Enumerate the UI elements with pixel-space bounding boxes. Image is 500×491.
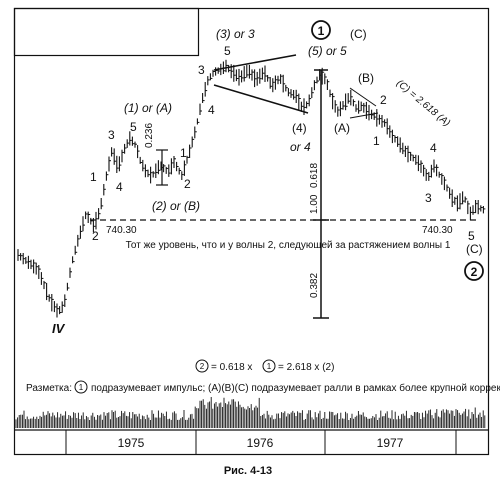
wave-label-c-ratio: (C) = 2.618 (A) <box>394 78 452 129</box>
circle-1-text: 1 <box>318 24 325 38</box>
wave-label-d1: 1 <box>373 134 380 148</box>
wave-label-4: 4 <box>116 180 123 194</box>
markup-circle-1 <box>74 380 88 394</box>
year-label-1975: 1975 <box>118 436 145 450</box>
price-level-left: 740.30 <box>106 225 137 236</box>
circle-2-text: 2 <box>471 265 478 279</box>
wave-label-5: 5 <box>130 120 137 134</box>
wave-label-top3: 3 <box>198 63 205 77</box>
ratio-label-100: 1.00 <box>309 194 320 214</box>
markup-note-prefix: Разметка: <box>26 383 72 394</box>
wave-label-top4: 4 <box>208 103 215 117</box>
wave-label-a1: 1 <box>180 146 187 160</box>
wave-label-4-paren: (4) <box>292 121 307 135</box>
ratio-label-0236: 0.236 <box>144 123 155 148</box>
wedge-upper-line <box>349 87 377 107</box>
wave-label-a2: 2 <box>184 177 191 191</box>
wave-label-2: 2 <box>92 229 99 243</box>
wave-label-d3: 3 <box>425 191 432 205</box>
year-label-1976: 1976 <box>247 436 274 450</box>
wedge-lower-line <box>349 112 379 119</box>
wave-label-a-corr: (A) <box>334 121 350 135</box>
wave-label-top5: 5 <box>224 44 231 58</box>
wave-label-d4: 4 <box>430 141 437 155</box>
circle-2-marker <box>464 261 484 281</box>
empty-box <box>13 7 200 57</box>
wave-label-1: 1 <box>90 170 97 184</box>
wave-label-2-or-b: (2) or (B) <box>152 199 200 213</box>
triangle-lower-line <box>213 84 309 114</box>
formula-mid: = 0.618 x <box>211 362 252 373</box>
formula-rest: = 2.618 x (2) <box>278 362 334 373</box>
wave-label-3-or-3: (3) or 3 <box>216 27 255 41</box>
figure-caption: Рис. 4-13 <box>224 465 272 477</box>
volume-bars <box>15 397 486 428</box>
year-label-1977: 1977 <box>377 436 404 450</box>
wave-label-d5: 5 <box>468 229 475 243</box>
price-level-right: 740.30 <box>422 225 453 236</box>
wave-label-or-4: or 4 <box>290 140 311 154</box>
formula-circle-1 <box>262 359 276 373</box>
ratio-label-0382: 0.382 <box>309 273 320 298</box>
markup-circle-1-text: 1 <box>79 383 84 392</box>
wave-label-5-or-5: (5) or 5 <box>308 44 347 58</box>
wave-label-b-corr: (B) <box>358 71 374 85</box>
wave-label-1-or-a: (1) or (A) <box>124 101 172 115</box>
formula-circle-1-text: 1 <box>267 362 272 371</box>
price-bars <box>17 59 486 318</box>
wave-label-3: 3 <box>108 128 115 142</box>
circle-1-marker <box>311 20 331 40</box>
level-note: Тот же уровень, что и у волны 2, следующ… <box>126 240 451 251</box>
markup-note-text: подразумевает импульс; (A)(B)(C) подразу… <box>91 382 500 394</box>
ratio-label-0618: 0.618 <box>309 163 320 188</box>
wave-label-iv: IV <box>52 321 66 336</box>
wave-label-c-end: (C) <box>466 242 483 256</box>
formula-circle-2 <box>195 359 209 373</box>
formula-circle-2-text: 2 <box>200 362 205 371</box>
wave-label-c-top: (C) <box>350 27 367 41</box>
wave-label-d2: 2 <box>380 93 387 107</box>
chart-frame <box>13 7 490 456</box>
triangle-upper-line <box>213 54 297 71</box>
